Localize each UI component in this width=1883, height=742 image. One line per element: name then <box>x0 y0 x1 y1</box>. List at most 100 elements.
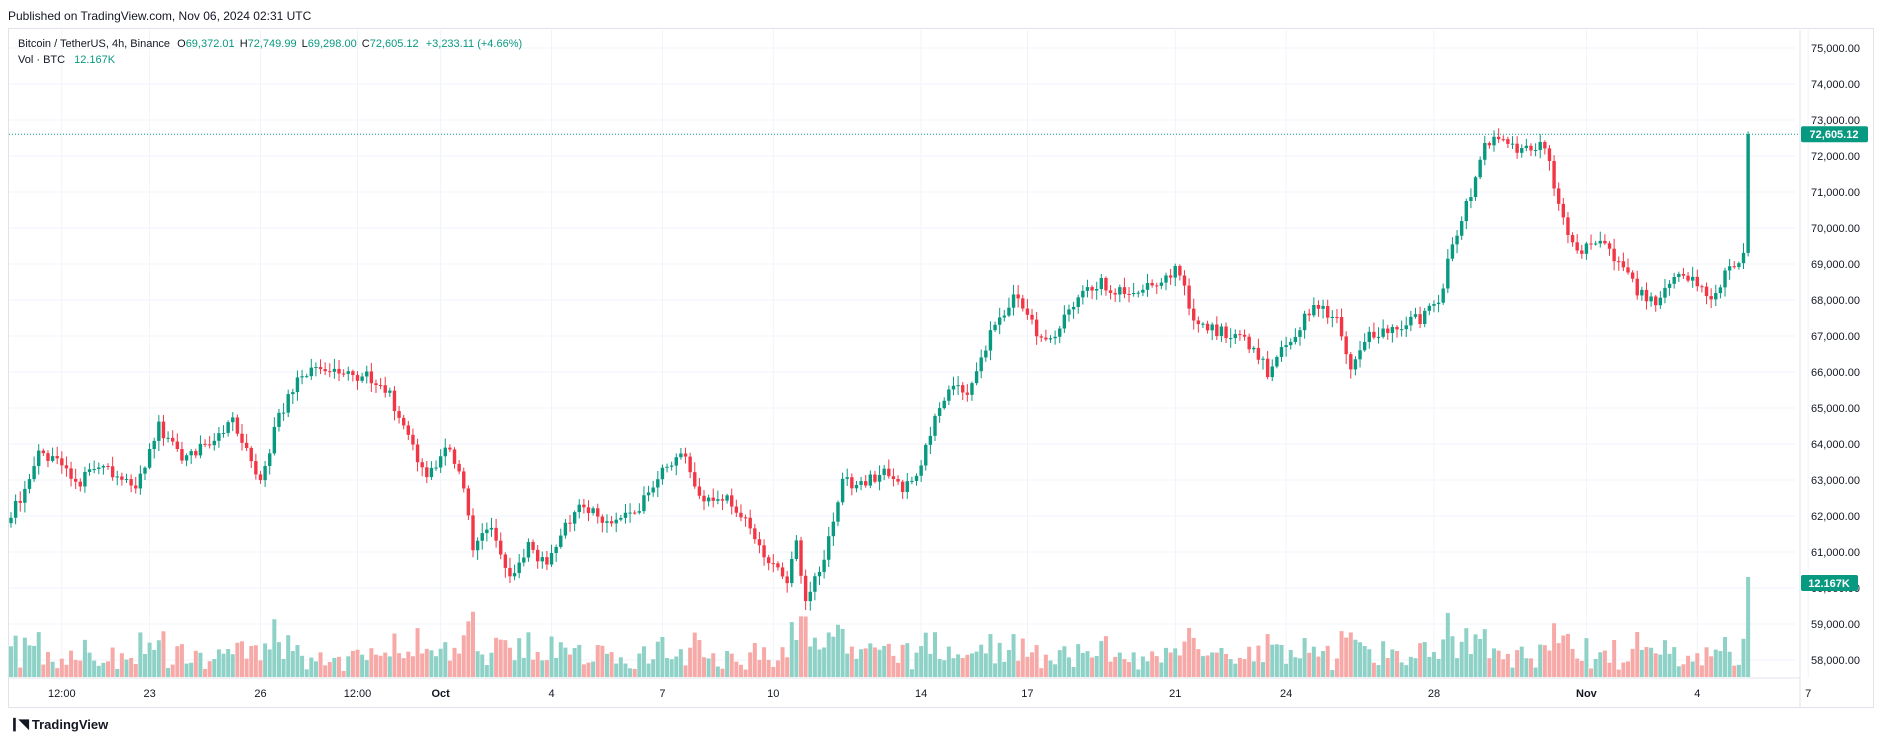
volume-bar <box>909 669 914 677</box>
volume-bar <box>1103 636 1108 677</box>
volume-bar <box>1302 638 1307 677</box>
candle-body <box>1053 336 1057 339</box>
volume-bar <box>752 642 757 677</box>
candle-body <box>1233 334 1237 339</box>
legend-line-volume: Vol · BTC 12.167K <box>18 52 522 68</box>
volume-bar <box>641 646 646 677</box>
volume-bar <box>1649 647 1654 677</box>
candle-body <box>688 456 692 473</box>
price-tick-label: 59,000.00 <box>1811 619 1860 631</box>
volume-bar <box>1515 650 1520 677</box>
volume-bar <box>896 662 901 677</box>
volume-bar <box>124 659 129 677</box>
low-value: 69,298.00 <box>307 38 357 50</box>
volume-bar <box>1455 658 1460 677</box>
volume-bar <box>152 649 157 677</box>
volume-bar <box>420 653 425 677</box>
candle-body <box>295 377 300 393</box>
candle-body <box>134 485 138 489</box>
volume-bar <box>1288 649 1293 677</box>
volume-bar <box>891 655 896 677</box>
volume-bar <box>956 654 961 677</box>
candle-body <box>383 385 387 393</box>
candle-body <box>1427 305 1432 311</box>
candle-body <box>92 468 96 470</box>
candle-body <box>512 573 517 577</box>
volume-bar <box>1325 645 1330 677</box>
symbol-label[interactable]: Bitcoin / TetherUS, 4h, Binance <box>18 38 171 50</box>
candle-body <box>351 371 355 376</box>
candle-body <box>813 576 817 592</box>
candle-body <box>27 479 32 489</box>
volume-bar <box>1395 650 1399 677</box>
volume-bar <box>286 635 291 677</box>
candle-body <box>332 368 337 372</box>
candle-body <box>582 504 586 508</box>
candle-body <box>1155 285 1159 287</box>
candle-body <box>374 383 378 386</box>
candle-body <box>845 477 849 479</box>
volume-bar <box>1367 649 1372 677</box>
candle-body <box>1723 270 1727 288</box>
candles <box>9 128 1750 611</box>
volume-bar <box>166 667 171 677</box>
volume-bar <box>503 640 508 677</box>
candle-body <box>997 317 1002 325</box>
candle-body <box>1459 221 1464 236</box>
tradingview-logo[interactable]: ❙◥ TradingView <box>9 716 108 732</box>
candle-body <box>1275 356 1279 367</box>
candle-body <box>1150 282 1154 286</box>
volume-bar <box>669 659 674 677</box>
volume-bar <box>1598 652 1603 677</box>
volume-bar <box>119 653 124 677</box>
candle-body <box>1261 358 1265 360</box>
volume-bar <box>387 656 392 677</box>
candle-body <box>217 433 221 441</box>
volume-bar <box>1177 655 1182 677</box>
candle-body <box>873 474 877 482</box>
price-tick-label: 70,000.00 <box>1811 223 1860 235</box>
candle-body <box>1737 263 1741 268</box>
volume-bar <box>1718 651 1723 677</box>
candle-body <box>877 475 882 482</box>
candle-body <box>669 465 674 467</box>
volume-bar <box>554 657 559 677</box>
volume-bar <box>1094 655 1099 677</box>
candle-body <box>1178 265 1182 276</box>
candle-body <box>937 408 942 416</box>
candle-body <box>1695 276 1699 287</box>
candle-body <box>1566 217 1570 236</box>
candle-body <box>1557 188 1561 204</box>
candle-body <box>1349 354 1353 370</box>
candle-body <box>614 519 618 524</box>
volume-bar <box>591 661 596 677</box>
volume-bar <box>22 637 27 677</box>
candle-body <box>933 415 937 436</box>
candle-body <box>411 434 415 445</box>
candle-body <box>683 453 688 457</box>
change-value: +3,233.11 (+4.66%) <box>425 38 523 50</box>
candle-body <box>1030 314 1034 320</box>
candle-body <box>803 575 808 602</box>
volume-bar <box>350 650 355 677</box>
candle-body <box>1418 314 1422 324</box>
time-tick-label: 4 <box>548 688 554 700</box>
price-tick-label: 64,000.00 <box>1811 439 1860 451</box>
candle-body <box>1603 240 1607 244</box>
volume-bar <box>1662 640 1667 677</box>
candle-body <box>1690 276 1695 281</box>
candle-body <box>457 463 461 472</box>
candle-body <box>1159 282 1164 286</box>
volume-label[interactable]: Vol · BTC <box>18 54 66 66</box>
candle-body <box>429 467 434 478</box>
candle-body <box>341 373 346 375</box>
price-tick-label: 68,000.00 <box>1811 295 1860 307</box>
time-tick-label: 12:00 <box>344 688 372 700</box>
candle-body <box>720 499 725 501</box>
volume-bar <box>854 658 859 677</box>
candle-body <box>970 383 974 395</box>
candle-body <box>517 562 521 574</box>
volume-bar <box>900 644 905 677</box>
candle-body <box>1330 316 1335 318</box>
